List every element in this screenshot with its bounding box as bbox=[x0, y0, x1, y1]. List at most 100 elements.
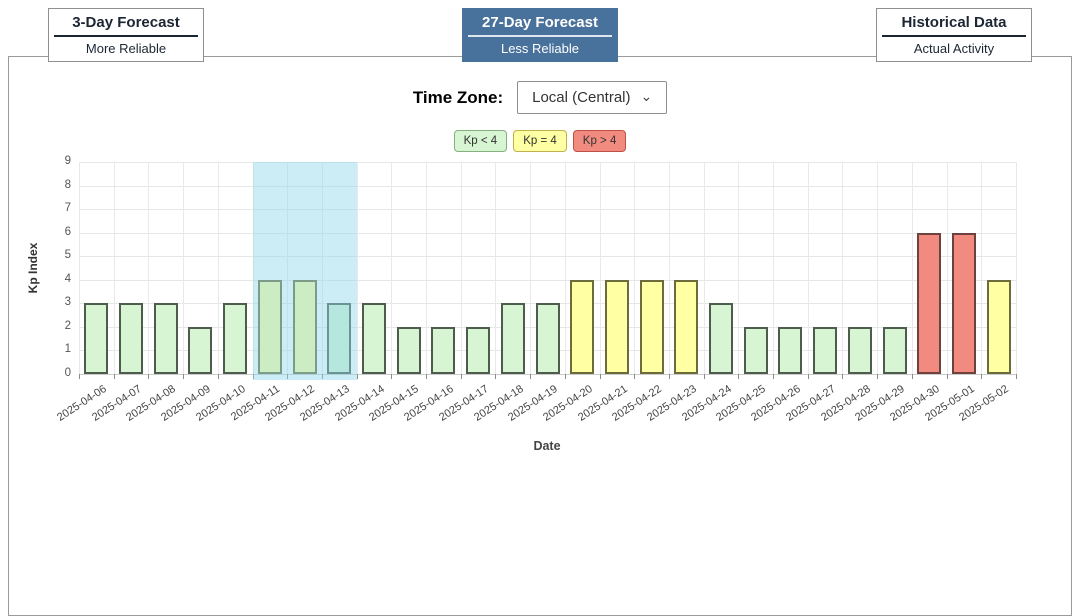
kp-bar-2025-04-09 bbox=[188, 326, 213, 374]
plot-area: 2025-04-06 2025-04-07 2025-04-08 2025-04-09… bbox=[55, 162, 1017, 424]
kp-bar-2025-04-21 bbox=[604, 279, 629, 374]
tab-3-day-forecast[interactable]: 3-Day Forecast More Reliable bbox=[48, 8, 204, 62]
x-tick bbox=[773, 374, 775, 379]
kp-bar-2025-05-01 bbox=[951, 232, 976, 374]
x-tick bbox=[460, 374, 462, 379]
x-tick bbox=[877, 374, 879, 379]
v-gridline bbox=[495, 162, 497, 374]
x-tick bbox=[217, 374, 219, 379]
x-tick bbox=[356, 374, 358, 379]
kp-bar-2025-04-23 bbox=[674, 279, 699, 374]
forecast-tabs: 3-Day Forecast More Reliable 27-Day Fore… bbox=[0, 0, 1080, 62]
x-tick bbox=[148, 374, 150, 379]
x-tick bbox=[634, 374, 636, 379]
tab-title: Historical Data bbox=[901, 14, 1007, 31]
h-gridline bbox=[79, 256, 1016, 258]
tab-divider bbox=[882, 35, 1026, 37]
v-gridline bbox=[426, 162, 428, 374]
x-tick bbox=[426, 374, 428, 379]
timezone-label: Time Zone: bbox=[412, 87, 504, 107]
kp-bar-2025-04-13 bbox=[327, 303, 352, 374]
kp-bar-2025-04-19 bbox=[535, 303, 560, 374]
kp-bar-2025-04-30 bbox=[917, 232, 942, 374]
x-tick bbox=[599, 374, 601, 379]
x-tick bbox=[1016, 374, 1017, 379]
v-gridline bbox=[738, 162, 740, 374]
y-tick-label: 6 bbox=[64, 225, 71, 238]
tab-historical-data[interactable]: Historical Data Actual Activity bbox=[876, 8, 1032, 62]
v-gridline bbox=[807, 162, 809, 374]
v-gridline bbox=[877, 162, 879, 374]
kp-bar-2025-04-10 bbox=[223, 303, 248, 374]
v-gridline bbox=[1016, 162, 1017, 374]
x-tick bbox=[183, 374, 185, 379]
v-gridline bbox=[148, 162, 150, 374]
kp-bar-2025-04-17 bbox=[466, 326, 491, 374]
v-gridline bbox=[113, 162, 115, 374]
x-tick bbox=[252, 374, 254, 379]
kp-bar-2025-04-18 bbox=[500, 303, 525, 374]
v-gridline bbox=[321, 162, 323, 374]
v-gridline bbox=[946, 162, 948, 374]
kp-bar-2025-04-12 bbox=[292, 279, 317, 374]
x-tick bbox=[287, 374, 289, 379]
kp-bar-2025-04-06 bbox=[84, 303, 109, 374]
tab-title: 27-Day Forecast bbox=[482, 14, 598, 31]
chevron-down-icon: ⌄ bbox=[640, 87, 653, 104]
v-gridline bbox=[356, 162, 358, 374]
y-tick-label: 1 bbox=[64, 343, 71, 356]
kp-bar-2025-04-07 bbox=[119, 303, 144, 374]
v-gridline bbox=[183, 162, 185, 374]
x-tick bbox=[703, 374, 705, 379]
v-gridline bbox=[460, 162, 462, 374]
x-tick bbox=[79, 374, 80, 379]
kp-bar-2025-04-29 bbox=[882, 326, 907, 374]
kp-bar-2025-04-25 bbox=[743, 326, 768, 374]
x-tick bbox=[321, 374, 323, 379]
kp-bar-2025-04-08 bbox=[153, 303, 178, 374]
x-tick bbox=[911, 374, 913, 379]
kp-bar-2025-04-15 bbox=[396, 326, 421, 374]
y-tick-label: 2 bbox=[64, 319, 71, 332]
kp-bar-2025-04-24 bbox=[709, 303, 734, 374]
y-tick-label: 8 bbox=[64, 178, 71, 191]
x-tick bbox=[391, 374, 393, 379]
tab-title: 3-Day Forecast bbox=[72, 14, 180, 31]
y-tick-label: 4 bbox=[64, 272, 71, 285]
kp-bar-2025-04-28 bbox=[847, 326, 872, 374]
tab-divider bbox=[468, 35, 612, 37]
v-gridline bbox=[634, 162, 636, 374]
x-tick bbox=[738, 374, 740, 379]
kp-bar-2025-04-27 bbox=[813, 326, 838, 374]
x-tick bbox=[113, 374, 115, 379]
v-gridline bbox=[981, 162, 983, 374]
timezone-row: Time Zone: Local (Central) ⌄ bbox=[9, 81, 1071, 114]
x-tick bbox=[564, 374, 566, 379]
timezone-selected-value: Local (Central) bbox=[532, 89, 631, 106]
v-gridline bbox=[703, 162, 705, 374]
y-tick-label: 7 bbox=[64, 202, 71, 215]
v-gridline bbox=[564, 162, 566, 374]
v-gridline bbox=[911, 162, 913, 374]
v-gridline bbox=[287, 162, 289, 374]
forecast-panel: Time Zone: Local (Central) ⌄ Kp < 4 Kp =… bbox=[8, 56, 1072, 616]
x-tick bbox=[842, 374, 844, 379]
x-tick bbox=[530, 374, 532, 379]
x-tick bbox=[668, 374, 670, 379]
tab-27-day-forecast[interactable]: 27-Day Forecast Less Reliable bbox=[462, 8, 618, 62]
v-gridline bbox=[391, 162, 393, 374]
x-axis-title: Date bbox=[533, 439, 561, 453]
y-tick-label: 5 bbox=[64, 249, 71, 262]
v-gridline bbox=[530, 162, 532, 374]
h-gridline bbox=[79, 279, 1016, 281]
kp-bar-2025-04-14 bbox=[361, 303, 386, 374]
legend-kp-gt-4: Kp > 4 bbox=[572, 130, 627, 152]
h-gridline bbox=[79, 162, 1016, 163]
timezone-select[interactable]: Local (Central) ⌄ bbox=[517, 81, 668, 114]
h-gridline bbox=[79, 209, 1016, 211]
v-gridline bbox=[217, 162, 219, 374]
y-tick-label: 3 bbox=[64, 296, 71, 309]
y-tick-label: 0 bbox=[64, 367, 71, 379]
tab-divider bbox=[54, 35, 198, 37]
h-gridline bbox=[79, 374, 1016, 375]
